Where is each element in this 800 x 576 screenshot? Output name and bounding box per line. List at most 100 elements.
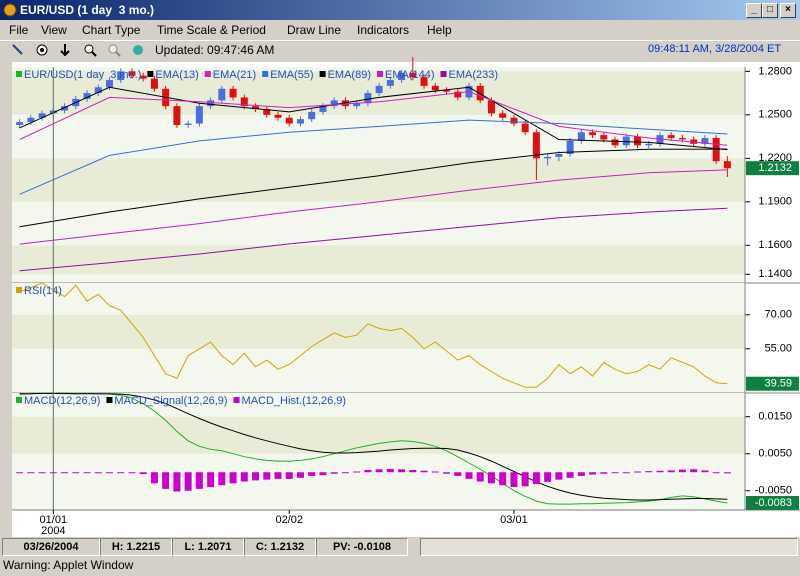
zoom-handle bbox=[115, 51, 121, 57]
candle-body bbox=[431, 85, 439, 91]
legend-swatch bbox=[233, 397, 240, 403]
candle-body bbox=[330, 100, 338, 107]
candle-body bbox=[173, 106, 181, 125]
candle-body bbox=[487, 100, 495, 114]
y-tick-label: -0.0050 bbox=[755, 485, 792, 497]
histogram-bar bbox=[443, 472, 451, 474]
histogram-bar bbox=[353, 471, 361, 473]
histogram-bar bbox=[139, 472, 147, 475]
histogram-bar bbox=[577, 472, 585, 476]
menu-item[interactable]: View bbox=[41, 23, 67, 37]
histogram-bar bbox=[330, 472, 338, 474]
y-tick-label: 1.1600 bbox=[758, 239, 792, 251]
menu-item[interactable]: Chart Type bbox=[82, 23, 141, 37]
histogram-bar bbox=[386, 468, 394, 473]
legend-swatch bbox=[204, 71, 211, 77]
window-title: EUR/USD (1 day 3 mo.) bbox=[20, 3, 155, 17]
draw-line-tool[interactable] bbox=[12, 44, 23, 55]
candle-body bbox=[252, 106, 260, 110]
candle-body bbox=[285, 117, 293, 124]
line-series bbox=[19, 392, 728, 501]
histogram-bar bbox=[544, 472, 552, 482]
histogram-bar bbox=[308, 472, 316, 476]
y-tick-label: 0.0050 bbox=[758, 448, 792, 460]
histogram-bar bbox=[150, 472, 158, 484]
candle-body bbox=[454, 91, 462, 98]
legend-label: EMA(233) bbox=[449, 69, 499, 81]
line-series bbox=[19, 392, 728, 505]
minimize-button[interactable]: _ bbox=[746, 3, 762, 18]
histogram-bar bbox=[229, 472, 237, 484]
histogram-bar bbox=[240, 472, 248, 482]
candle-body bbox=[499, 113, 507, 118]
last-value-label: 39.59 bbox=[764, 378, 792, 390]
menu-bar: File View Chart Type Time Scale & Period… bbox=[0, 20, 800, 40]
histogram-bar bbox=[195, 472, 203, 489]
candle-body bbox=[690, 139, 698, 144]
scroll-tool[interactable] bbox=[60, 44, 70, 57]
menu-item[interactable]: Help bbox=[427, 23, 452, 37]
menu-item[interactable]: Draw Line bbox=[287, 23, 342, 37]
histogram-bar bbox=[656, 470, 664, 473]
close-button[interactable]: × bbox=[780, 3, 796, 18]
histogram-bar bbox=[207, 472, 215, 488]
histogram-bar bbox=[274, 472, 282, 479]
histogram-bar bbox=[465, 472, 473, 479]
histogram-bar bbox=[173, 472, 181, 492]
candle-body bbox=[398, 72, 406, 81]
histogram-bar bbox=[364, 470, 372, 473]
x-tick-sublabel: 2004 bbox=[41, 525, 65, 537]
legend-swatch bbox=[262, 71, 269, 77]
histogram-bar bbox=[532, 472, 540, 485]
menu-item[interactable]: Indicators bbox=[357, 23, 410, 37]
histogram-bar bbox=[38, 472, 46, 474]
histogram-bar bbox=[162, 472, 170, 489]
candle-body bbox=[150, 78, 158, 89]
zoom-out-tool[interactable] bbox=[108, 44, 118, 54]
refresh-tool[interactable] bbox=[133, 45, 143, 55]
legend-label: EUR/USD(1 day 3 mo.) bbox=[24, 69, 141, 81]
legend-label: MACD(12,26,9) bbox=[24, 395, 100, 407]
candle-body bbox=[319, 106, 327, 112]
histogram-bar bbox=[72, 472, 80, 474]
legend-swatch bbox=[377, 71, 383, 77]
histogram-bar bbox=[263, 472, 271, 480]
scrollbar[interactable] bbox=[420, 538, 798, 556]
candle-body bbox=[94, 87, 102, 94]
line-series bbox=[19, 91, 728, 146]
line-series bbox=[19, 119, 728, 195]
legend-label: MACD_Signal(12,26,9) bbox=[114, 395, 227, 407]
x-tick-label: 03/01 bbox=[500, 514, 528, 526]
histogram-bar bbox=[521, 472, 529, 487]
legend-swatch bbox=[106, 397, 113, 403]
histogram-bar bbox=[667, 470, 675, 473]
menu-item[interactable]: Time Scale & Period bbox=[157, 23, 266, 37]
candle-body bbox=[353, 103, 361, 107]
candle-body bbox=[274, 114, 282, 118]
maximize-button[interactable]: □ bbox=[762, 3, 778, 18]
candle-body bbox=[521, 123, 529, 133]
legend-label: EMA(21) bbox=[213, 69, 256, 81]
candle-body bbox=[364, 93, 372, 104]
histogram-bar bbox=[600, 472, 608, 474]
histogram-bar bbox=[285, 472, 293, 479]
line-series bbox=[19, 282, 728, 388]
candle-body bbox=[510, 117, 518, 124]
y-tick-label: 55.00 bbox=[764, 343, 792, 355]
histogram-bar bbox=[319, 472, 327, 476]
histogram-bar bbox=[398, 469, 406, 473]
legend-swatch bbox=[319, 71, 326, 77]
menu-item[interactable]: File bbox=[9, 23, 29, 37]
y-tick-label: 1.2500 bbox=[758, 109, 792, 121]
histogram-bar bbox=[420, 470, 428, 473]
legend-swatch bbox=[16, 287, 22, 293]
status-low: L: 1.2071 bbox=[172, 538, 244, 556]
legend-label: RSI(14) bbox=[24, 285, 62, 297]
grid-band bbox=[12, 158, 745, 202]
candle-body bbox=[218, 88, 226, 101]
zoom-in-tool[interactable] bbox=[84, 44, 94, 54]
line-series bbox=[19, 86, 728, 151]
histogram-bar bbox=[476, 472, 484, 482]
